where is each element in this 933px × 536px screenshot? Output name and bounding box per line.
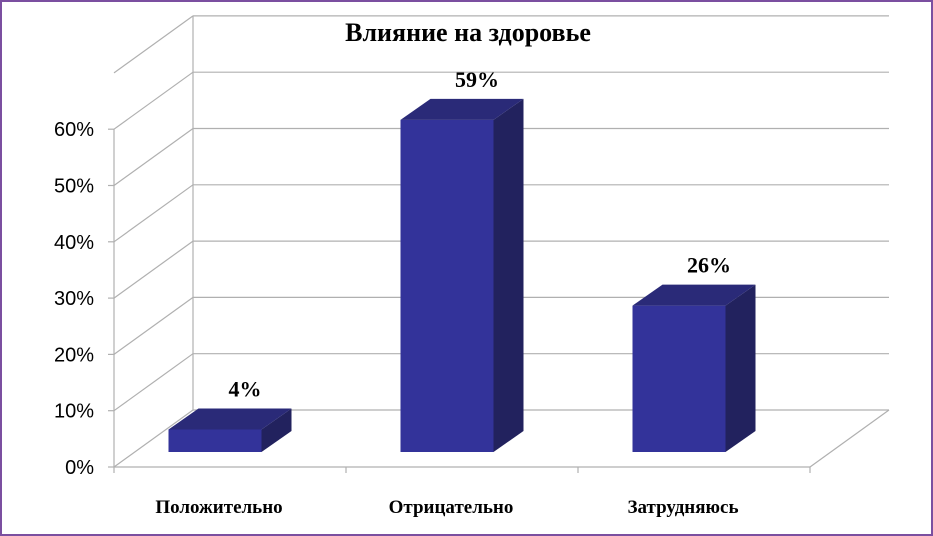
- bar-front: [168, 429, 262, 452]
- y-axis-ticks: 0% 10% 20% 30% 40% 50% 60%: [54, 119, 94, 479]
- x-category-label: Положительно: [155, 497, 282, 518]
- data-label: 4%: [229, 376, 262, 401]
- data-label: 26%: [687, 253, 731, 278]
- data-labels-layer: 4% 59% 26%: [229, 67, 732, 402]
- bar-front: [632, 305, 726, 452]
- bars-layer: [168, 98, 756, 452]
- x-category-label: Отрицательно: [389, 497, 514, 518]
- y-tick-label: 10%: [54, 401, 94, 423]
- y-tick-label: 50%: [54, 176, 94, 198]
- bar-side: [261, 408, 292, 452]
- bar-side: [725, 284, 756, 452]
- bar-front: [400, 119, 494, 452]
- bar-top: [400, 98, 524, 120]
- x-axis-categories: Положительно Отрицательно Затрудняюсь: [155, 497, 738, 518]
- floor-right-edge: [809, 409, 890, 468]
- gridline-side: [113, 128, 194, 186]
- gridline-side: [113, 184, 194, 243]
- gridline-side: [113, 296, 194, 355]
- x-category-label: Затрудняюсь: [627, 497, 738, 518]
- y-tick-label: 0%: [65, 457, 94, 479]
- bar-top: [168, 408, 292, 430]
- y-tick-label: 40%: [54, 232, 94, 254]
- grid-layer: [108, 15, 890, 473]
- y-tick-label: 60%: [54, 119, 94, 141]
- gridline-side: [113, 240, 194, 299]
- gridline-side: [113, 71, 194, 130]
- gridline-side: [113, 353, 194, 412]
- gridline-side: [113, 15, 194, 74]
- y-tick-label: 20%: [54, 344, 94, 366]
- bar-top: [632, 284, 756, 306]
- chart-title: Влияние на здоровье: [345, 18, 591, 47]
- y-tick-label: 30%: [54, 288, 94, 310]
- gridline-side: [113, 409, 194, 468]
- bar-side: [493, 98, 524, 452]
- data-label: 59%: [455, 67, 499, 92]
